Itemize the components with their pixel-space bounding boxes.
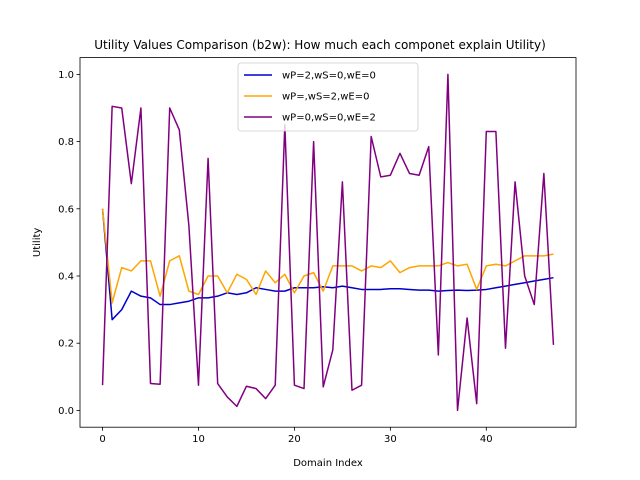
y-axis: 0.0 0.2 0.4 0.6 0.8 1.0 [58,70,80,417]
x-axis-title: Domain Index [293,458,363,469]
legend-label-2: wP=,wS=2,wE=0 [282,92,369,103]
y-tick-label: 0.6 [58,204,74,215]
y-tick-label: 1.0 [58,70,74,81]
x-tick-label: 40 [480,434,493,445]
legend-box [237,62,419,132]
y-tick-label: 0.4 [58,272,74,283]
x-axis: 0 10 20 30 40 [99,427,493,445]
y-axis-title: Utility [32,228,43,257]
legend-label-1: wP=2,wS=0,wE=0 [282,71,376,82]
y-tick-label: 0.2 [58,339,74,350]
x-tick-label: 20 [288,434,301,445]
series-line-2 [101,208,554,304]
x-tick-label: 30 [384,434,397,445]
chart-title: Utility Values Comparison (b2w): How muc… [94,38,546,52]
x-tick-label: 10 [192,434,205,445]
series-layer [101,73,555,412]
legend: wP=2,wS=0,wE=0 wP=,wS=2,wE=0 wP=0,wS=0,wE=… [237,62,419,132]
x-tick-label: 0 [99,434,105,445]
series-line-3 [101,73,555,412]
legend-label-3: wP=0,wS=0,wE=2 [282,113,376,124]
y-tick-label: 0.8 [58,137,74,148]
series-line-1 [101,208,554,321]
plot-border [79,57,577,428]
y-tick-label: 0.0 [58,406,74,417]
